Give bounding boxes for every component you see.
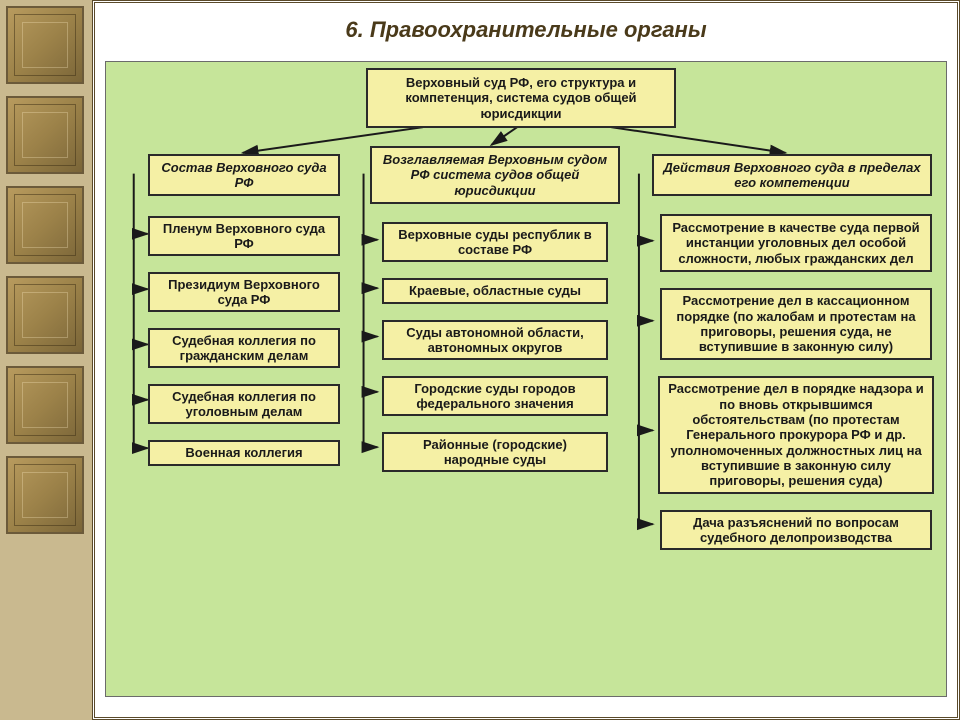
decor-tile xyxy=(6,96,84,174)
decor-tile xyxy=(6,456,84,534)
slide-title: 6. Правоохранительные органы xyxy=(95,3,957,53)
node-col2_head: Возглавляемая Верховным судом РФ система… xyxy=(370,146,620,204)
node-c3_3: Рассмотрение дел в порядке надзора и по … xyxy=(658,376,934,494)
node-c3_4: Дача разъяснений по вопросам судебного д… xyxy=(660,510,932,550)
node-c3_2: Рассмотрение дел в кассационном порядке … xyxy=(660,288,932,360)
decorative-sidebar xyxy=(0,0,92,720)
node-col1_head: Состав Верховного суда РФ xyxy=(148,154,340,196)
decor-tile xyxy=(6,276,84,354)
node-c1_2: Президиум Верховного суда РФ xyxy=(148,272,340,312)
node-c2_5: Районные (городские) народные суды xyxy=(382,432,608,472)
node-c2_4: Городские суды городов федерального знач… xyxy=(382,376,608,416)
decor-tile xyxy=(6,366,84,444)
node-c1_3: Судебная коллегия по гражданским делам xyxy=(148,328,340,368)
node-c1_1: Пленум Верховного суда РФ xyxy=(148,216,340,256)
decor-tile xyxy=(6,6,84,84)
slide-frame: 6. Правоохранительные органы Верховный с… xyxy=(92,0,960,720)
node-c2_2: Краевые, областные суды xyxy=(382,278,608,304)
node-col3_head: Действия Верховного суда в пределах его … xyxy=(652,154,932,196)
node-c2_1: Верховные суды республик в составе РФ xyxy=(382,222,608,262)
node-c1_4: Судебная коллегия по уголовным делам xyxy=(148,384,340,424)
node-c3_1: Рассмотрение в качестве суда первой инст… xyxy=(660,214,932,272)
diagram-canvas: Верховный суд РФ, его структура и компет… xyxy=(105,61,947,697)
node-root: Верховный суд РФ, его структура и компет… xyxy=(366,68,676,128)
node-c2_3: Суды автономной области, автономных окру… xyxy=(382,320,608,360)
node-c1_5: Военная коллегия xyxy=(148,440,340,466)
decor-tile xyxy=(6,186,84,264)
